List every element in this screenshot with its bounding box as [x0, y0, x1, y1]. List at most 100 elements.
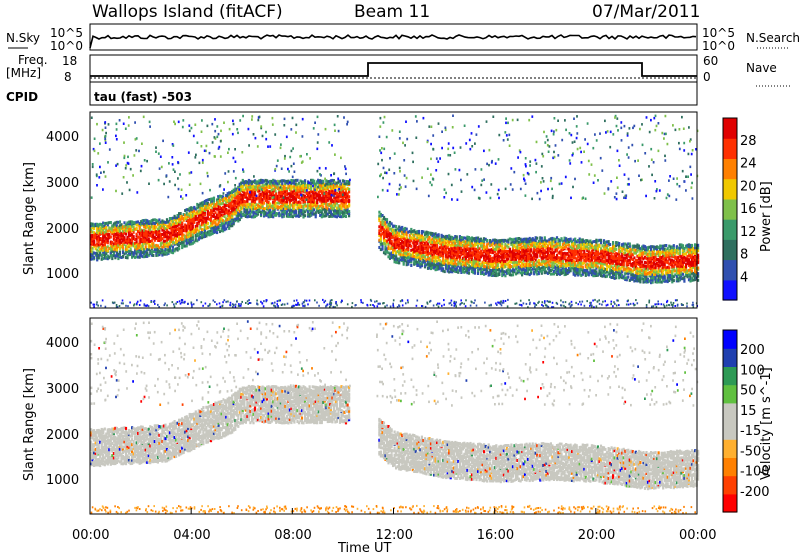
scatter-cell	[405, 253, 408, 257]
scatter-cell	[446, 236, 449, 240]
scatter-cell	[458, 254, 461, 258]
scatter-cell	[398, 257, 401, 261]
scatter-cell	[484, 261, 487, 264]
scatter-cell	[621, 270, 624, 274]
scatter-cell	[219, 224, 222, 227]
scatter-cell	[291, 215, 294, 219]
scatter-cell	[379, 242, 382, 246]
station-title: Wallops Island (fitACF)	[92, 2, 283, 22]
scatter-cell	[473, 252, 477, 256]
scatter-cell	[577, 265, 580, 268]
scatter-cell	[642, 257, 645, 261]
scatter-cell	[171, 216, 175, 220]
scatter-cell	[607, 254, 610, 258]
scatter-cell	[390, 227, 393, 231]
scatter-cell	[332, 209, 335, 213]
scatter-cell	[152, 233, 155, 237]
scatter-cell	[402, 245, 405, 249]
scatter-cell	[467, 257, 471, 261]
scatter-cell	[217, 199, 220, 203]
scatter-cell	[171, 220, 175, 224]
scatter-cell	[297, 194, 301, 198]
scatter-cell	[123, 242, 126, 246]
scatter-cell	[436, 233, 439, 237]
scatter-cell	[469, 253, 472, 257]
scatter-cell	[346, 208, 349, 211]
scatter-cell	[455, 235, 458, 239]
scatter-cell	[437, 255, 440, 259]
scatter-cell	[170, 240, 173, 243]
scatter-cell	[580, 248, 583, 252]
scatter-cell	[495, 263, 498, 267]
scatter-cell	[156, 244, 159, 248]
scatter-cell	[417, 229, 420, 233]
scatter-cell	[619, 257, 622, 261]
scatter-cell	[563, 254, 566, 258]
scatter-cell	[545, 264, 548, 268]
scatter-cell	[569, 239, 572, 243]
scatter-cell	[490, 274, 493, 277]
scatter-cell	[463, 270, 466, 274]
scatter-cell	[343, 185, 346, 189]
scatter-cell	[313, 202, 316, 206]
scatter-cell	[436, 256, 439, 260]
scatter-cell	[103, 223, 106, 227]
scatter-cell	[531, 237, 534, 241]
scatter-cell	[522, 242, 525, 246]
scatter-cell	[434, 251, 437, 255]
scatter-cell	[343, 182, 346, 186]
scatter-cell	[495, 245, 498, 249]
scatter-cell	[320, 215, 323, 219]
scatter-cell	[563, 270, 566, 274]
scatter-cell	[338, 192, 342, 196]
scatter-cell	[452, 267, 455, 271]
scatter-cell	[514, 248, 518, 252]
scatter-cell	[334, 201, 337, 205]
scatter-cell	[546, 251, 549, 254]
scatter-cell	[560, 262, 563, 266]
scatter-cell	[495, 254, 498, 258]
scatter-cell	[287, 212, 290, 216]
scatter-cell	[552, 237, 555, 241]
scatter-cell	[436, 240, 439, 244]
scatter-cell	[197, 209, 200, 213]
scatter-cell	[140, 220, 143, 224]
scatter-cell	[164, 239, 167, 243]
scatter-cell	[522, 259, 525, 263]
scatter-cell	[255, 213, 258, 217]
scatter-cell	[165, 228, 169, 232]
scatter-cell	[554, 260, 557, 264]
scatter-cell	[483, 254, 486, 258]
scatter-cell	[643, 278, 647, 282]
scatter-cell	[222, 229, 225, 233]
scatter-cell	[452, 259, 455, 263]
scatter-cell	[457, 246, 460, 250]
scatter-cell	[575, 259, 578, 262]
scatter-cell	[263, 208, 266, 212]
scatter-cell	[255, 210, 258, 214]
scatter-cell	[433, 234, 436, 238]
scatter-cell	[514, 237, 518, 241]
scatter-cell	[94, 247, 97, 251]
scatter-cell	[449, 270, 452, 274]
scatter-cell	[599, 266, 603, 269]
scatter-cell	[314, 215, 317, 219]
scatter-cell	[446, 246, 449, 250]
scatter-cell	[266, 191, 269, 195]
scatter-cell	[425, 230, 428, 234]
scatter-cell	[605, 253, 609, 257]
scatter-cell	[466, 252, 469, 256]
scatter-cell	[191, 217, 194, 221]
scatter-cell	[176, 234, 179, 238]
scatter-cell	[466, 248, 469, 252]
scatter-cell	[560, 268, 563, 272]
scatter-cell	[557, 239, 560, 243]
scatter-cell	[513, 263, 516, 267]
scatter-cell	[296, 205, 299, 208]
scatter-cell	[341, 214, 345, 218]
scatter-cell	[131, 255, 134, 259]
scatter-cell	[581, 272, 584, 276]
scatter-cell	[531, 256, 534, 260]
scatter-cell	[237, 202, 240, 206]
scatter-cell	[639, 256, 642, 260]
